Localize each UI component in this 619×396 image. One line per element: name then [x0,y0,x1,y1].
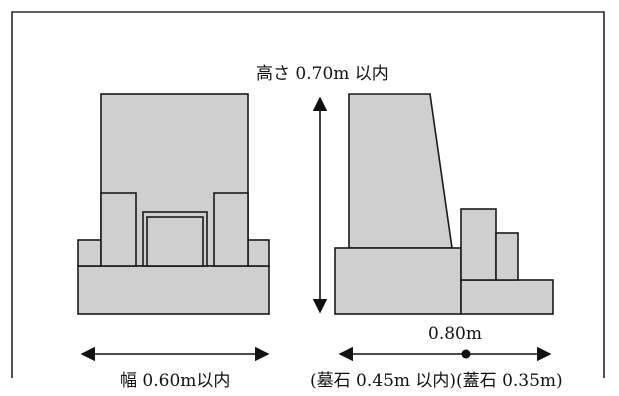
front-center-block-inner [146,216,204,267]
depth-divider-dot [461,349,471,359]
side-base-stone [334,247,462,315]
front-left-pillar [100,192,137,267]
depth-total-label: 0.80m [428,324,482,344]
diagram-border [11,11,605,378]
width-limit-label: 幅 0.60m以内 [120,371,231,391]
depth-breakdown-label: (墓石 0.45m 以内)(蓋石 0.35m) [310,371,563,391]
side-cover-stone [460,279,554,315]
side-tall-post [460,208,497,281]
front-right-pillar [213,192,249,267]
front-left-side-stone [77,239,102,267]
side-short-post [495,232,519,281]
front-base-stone [77,265,270,315]
side-upper-stone [348,93,453,249]
front-view [77,93,270,315]
front-right-side-stone [247,239,270,267]
height-limit-label: 高さ 0.70m 以内 [256,64,389,84]
side-view [334,93,554,315]
